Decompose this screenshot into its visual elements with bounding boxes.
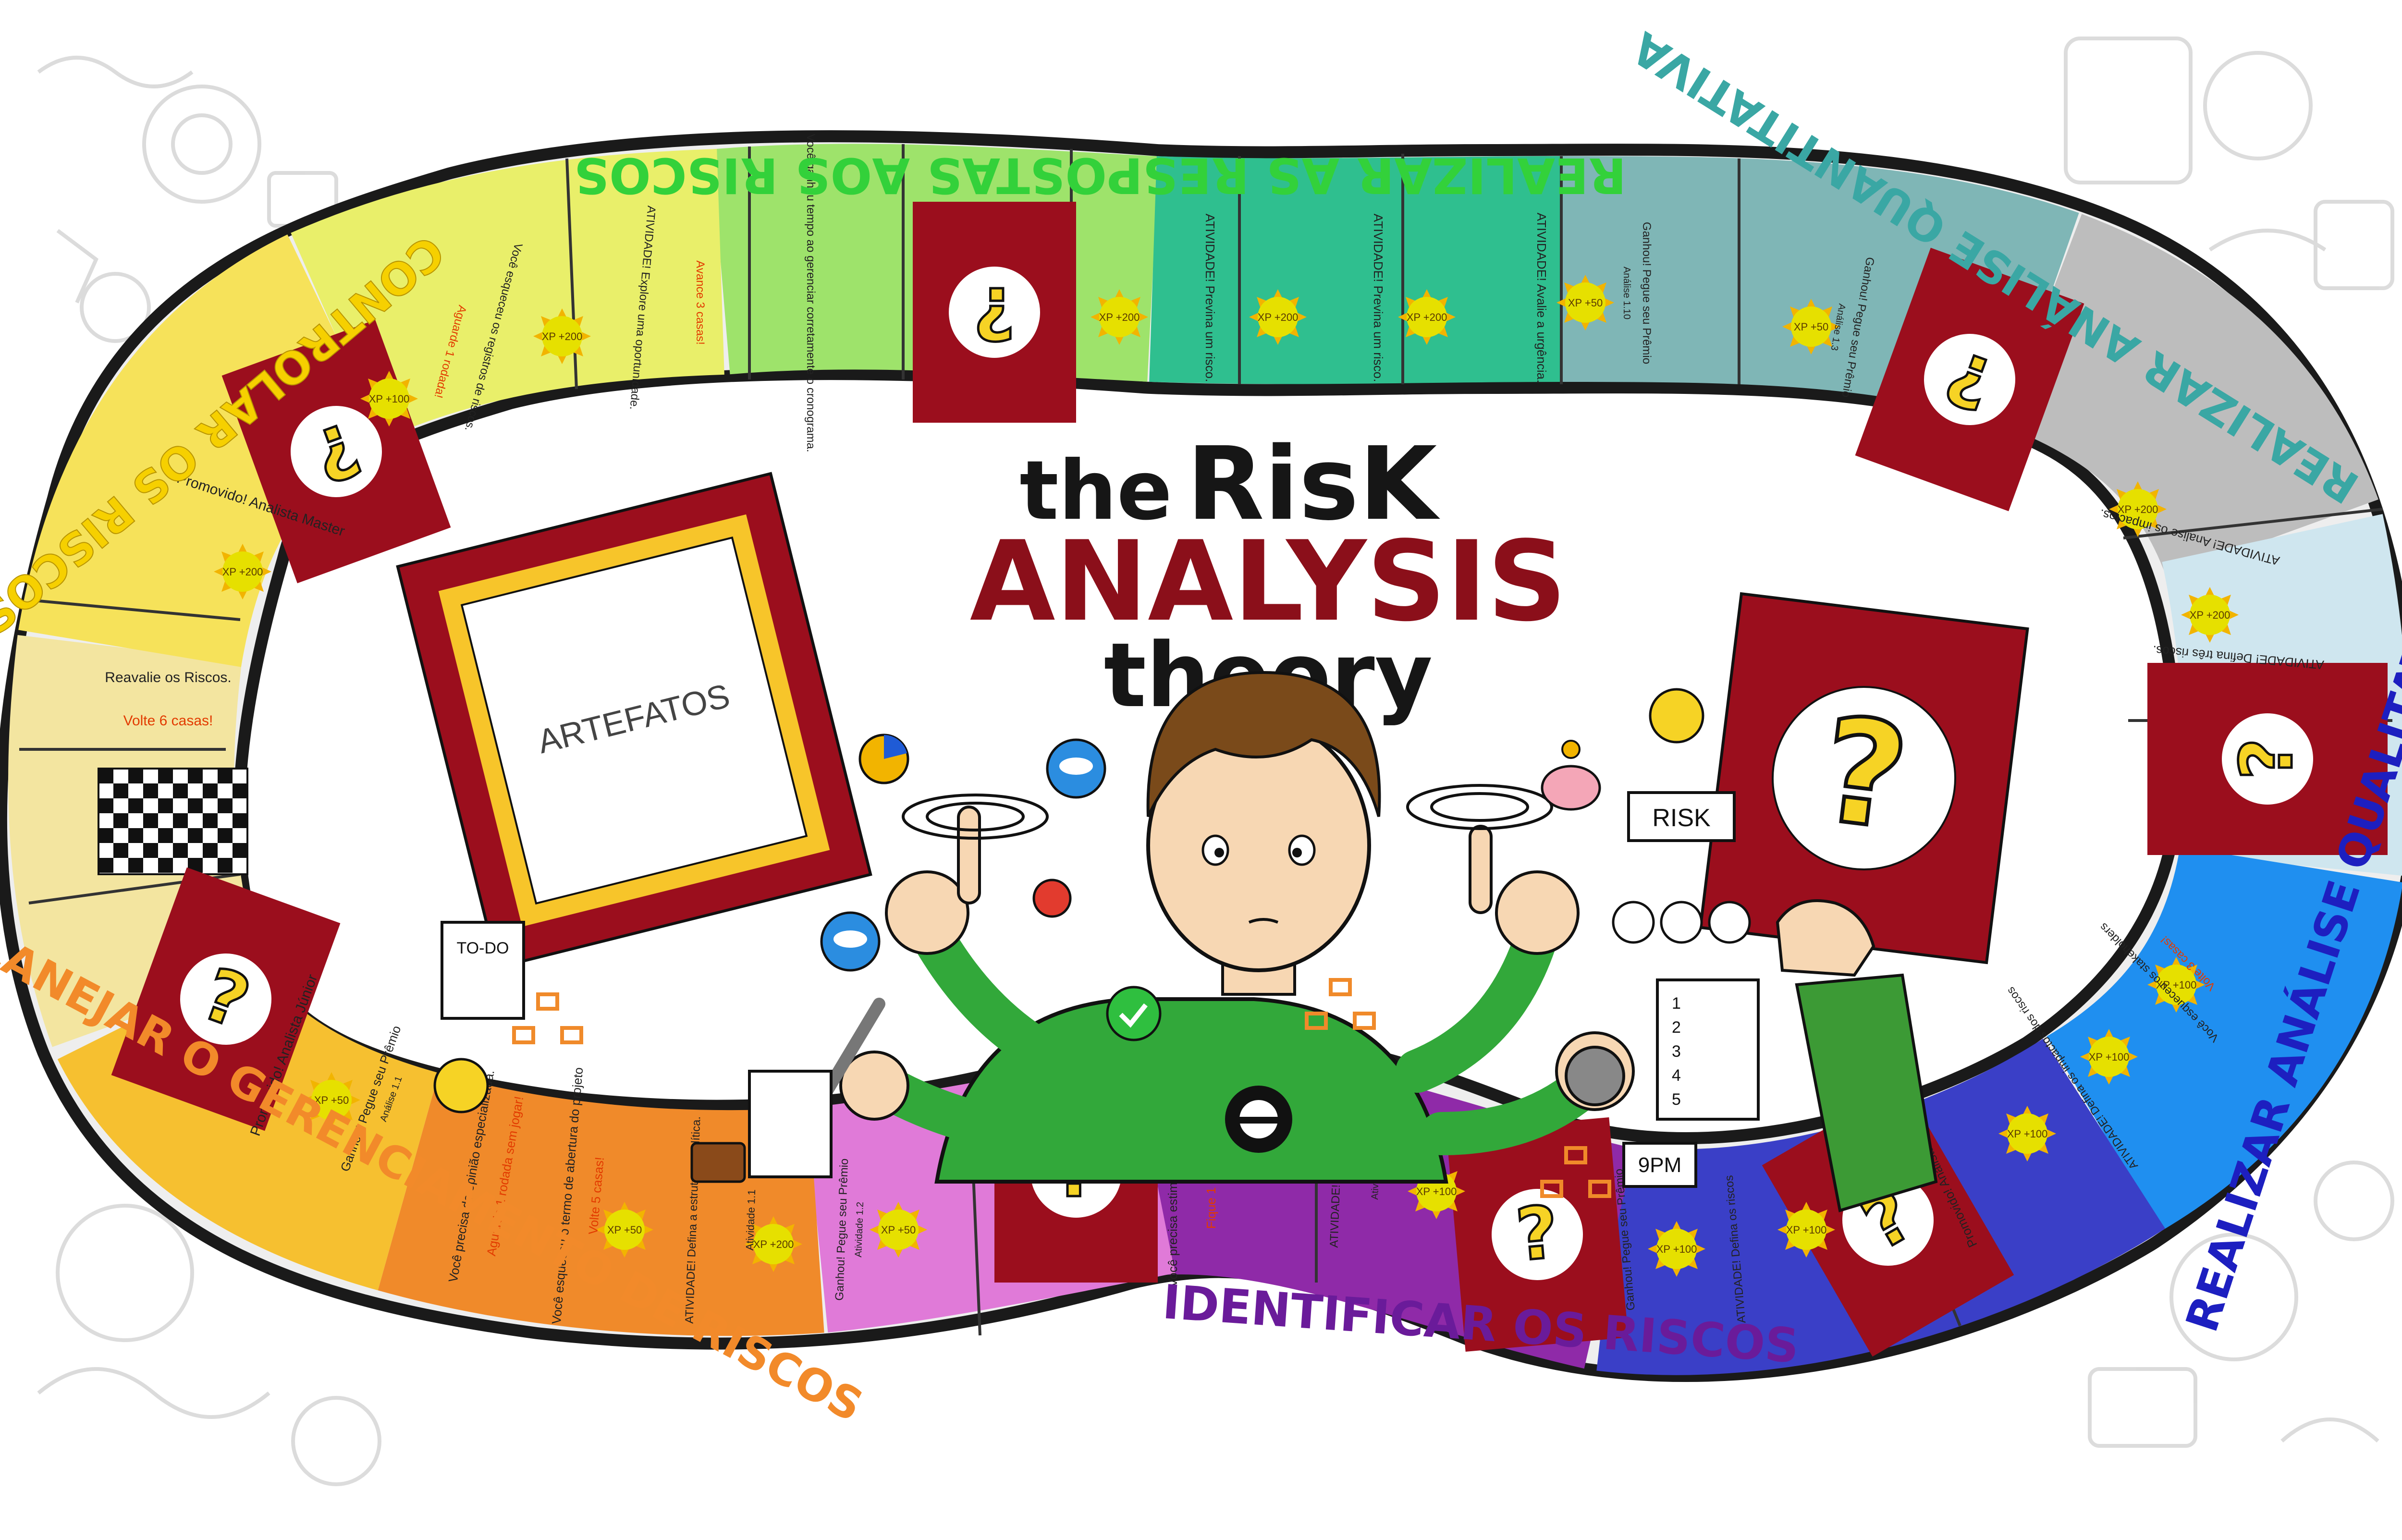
list-number: 1	[1672, 994, 1681, 1013]
xp-badge-text: XP +200	[753, 1238, 794, 1250]
briefcase-icon	[690, 1142, 746, 1183]
skull-icon	[1612, 901, 1751, 944]
lightbulb-icon	[1649, 688, 1704, 744]
xp-badge-text: XP +100	[1416, 1186, 1457, 1198]
xp-badge-text: XP +50	[881, 1224, 916, 1236]
phase-respostas: REALIZAR AS RESPOSTAS AOS RISCOS	[574, 147, 1627, 204]
question-mark-glyph: ?	[1513, 1191, 1562, 1278]
list-number: 4	[1672, 1066, 1681, 1085]
todo-label: TO-DO	[457, 939, 509, 957]
flowchart-icon	[1305, 978, 1376, 1030]
artifacts-frame[interactable]: ARTEFATOS	[396, 472, 872, 969]
xp-badge-text: XP +100	[1656, 1243, 1697, 1255]
question-cell[interactable]: ?	[2147, 663, 2388, 855]
xp-badge-text: XP +200	[2190, 609, 2230, 621]
title-risk: RisK	[1187, 425, 1441, 543]
question-mark-glyph: ?	[973, 271, 1015, 354]
cell-ganhou-tempo: Você ganhou tempo ao gerenciar corretame…	[804, 134, 817, 452]
xp-badge-text: XP +100	[2089, 1051, 2130, 1063]
xp-badge-text: XP +200	[1099, 311, 1140, 323]
xp-badge-text: XP +200	[222, 566, 263, 578]
xp-badge-text: XP +50	[314, 1094, 349, 1106]
character	[786, 671, 1938, 1212]
question-cell[interactable]: ?	[1855, 247, 2084, 512]
title-the: the	[1019, 443, 1172, 538]
flowchart-icon	[1540, 1146, 1611, 1198]
list-number: 2	[1672, 1018, 1681, 1037]
xp-badge-text: XP +50	[1794, 321, 1828, 333]
cell-avance3: Avance 3 casas!	[694, 260, 707, 345]
checklist-scroll-icon: 1 2 3 4 5	[1656, 978, 1760, 1121]
xp-badge-text: XP +100	[1786, 1224, 1827, 1236]
cell-volte6: Volte 6 casas!	[123, 713, 213, 729]
xp-badge-text: XP +100	[2007, 1128, 2048, 1140]
lightbulb-icon	[433, 1058, 489, 1113]
question-mark-glyph: ?	[2225, 738, 2309, 780]
xp-badge-text: XP +200	[1407, 311, 1447, 323]
background-doodles	[37, 37, 2394, 1486]
xp-badge-text: XP +100	[2156, 979, 2197, 991]
cell-atividade-urgencia: ATIVIDADE! Avalie a urgência.	[1534, 213, 1549, 383]
question-card[interactable]: ?	[1699, 592, 2029, 965]
start-finish-line	[98, 768, 248, 875]
cell-previna1: ATIVIDADE! Previna um risco.	[1371, 214, 1385, 382]
clock-label: 9PM	[1638, 1153, 1681, 1177]
question-cell[interactable]: ?	[111, 867, 341, 1131]
cloud-storm-icon	[820, 911, 881, 972]
cell-premio-12-sub: Atividade 1.2	[853, 1202, 866, 1258]
question-cell[interactable]: ?	[913, 202, 1076, 423]
list-number: 3	[1672, 1042, 1681, 1061]
doodle-icons: TO-DO RISK 1 2 3 4 5 9PM	[433, 688, 1760, 1198]
xp-badge-text: XP +100	[369, 393, 410, 405]
piggy-bank-icon	[1541, 740, 1601, 811]
pie-chart-icon	[858, 733, 909, 784]
clock-icon: 9PM	[1622, 1142, 1697, 1188]
list-number: 5	[1672, 1090, 1681, 1109]
cell-premio-110: Ganhou! Pegue seu Prêmio	[1640, 222, 1653, 364]
xp-badges: XP +100 XP +200 XP +200 XP +200 XP +200 …	[214, 275, 2239, 1277]
question-cell[interactable]: ?	[1446, 1117, 1629, 1352]
cancel-icon	[1032, 879, 1072, 918]
document-icon	[748, 1070, 833, 1178]
cell-reavalie: Reavalie os Riscos.	[105, 670, 231, 685]
flowchart-icon	[512, 992, 583, 1044]
todo-list-icon: TO-DO	[441, 921, 525, 1020]
risk-sign-label: RISK	[1652, 804, 1711, 832]
cell-previna2: ATIVIDADE! Previna um risco.	[1203, 214, 1217, 382]
risk-sign-icon: RISK	[1627, 791, 1736, 842]
xp-badge-text: XP +200	[542, 330, 583, 342]
cloud-storm-icon	[1046, 738, 1106, 799]
xp-badge-text: XP +50	[1568, 297, 1603, 309]
cell-atividade-11: Atividade 1.1	[744, 1189, 758, 1251]
xp-badge-text: XP +200	[2118, 503, 2158, 515]
xp-badge-text: XP +50	[607, 1224, 642, 1236]
check-icon	[1106, 986, 1162, 1041]
xp-badge-text: XP +200	[1258, 311, 1299, 323]
title-analysis: ANALYSIS	[970, 518, 1567, 646]
cell-premio-110-sub: Análise 1.10	[1621, 267, 1632, 319]
